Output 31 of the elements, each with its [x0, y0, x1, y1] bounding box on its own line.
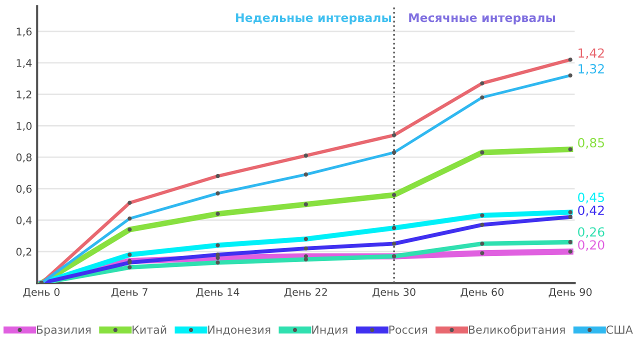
x-tick-label: День 14	[196, 288, 240, 298]
x-tick-label: День 0	[23, 288, 60, 298]
legend-label: Китай	[132, 325, 166, 334]
legend-label: Великобритания	[468, 325, 565, 336]
y-tick-label: 0,6	[16, 184, 32, 194]
data-label: 0,85	[578, 138, 604, 149]
annotation: Месячные интервалы	[409, 13, 555, 24]
legend-label: Россия	[389, 326, 427, 334]
data-label: 0,20	[578, 240, 604, 251]
x-tick-label: День 60	[460, 288, 504, 298]
y-tick-label: 0,4	[16, 216, 32, 226]
data-label: 0,45	[578, 192, 604, 204]
x-tick-label: День 30	[372, 288, 416, 298]
data-label: 1,32	[578, 64, 604, 75]
y-tick-label: 0,8	[16, 153, 32, 162]
y-tick-label: 1,2	[16, 90, 32, 100]
y-tick-label: 1,4	[16, 59, 32, 68]
x-tick-label: День 7	[111, 288, 148, 298]
data-label: 1,42	[578, 48, 604, 60]
legend-label: Индонезия	[208, 326, 270, 336]
x-tick-label: День 22	[284, 288, 327, 298]
data-label: 0,42	[578, 206, 604, 216]
annotation: Недельные интервалы	[236, 13, 391, 24]
legend-label: Индия	[312, 326, 348, 336]
y-tick-label: 0,2	[16, 248, 32, 257]
y-tick-label: 1,6	[16, 28, 32, 37]
x-tick-label: День 90	[548, 288, 592, 298]
data-label: 0,26	[578, 227, 604, 238]
legend-label: Бразилия	[36, 326, 91, 336]
y-tick-label: 1,0	[16, 122, 32, 131]
legend-label: США	[606, 325, 633, 334]
